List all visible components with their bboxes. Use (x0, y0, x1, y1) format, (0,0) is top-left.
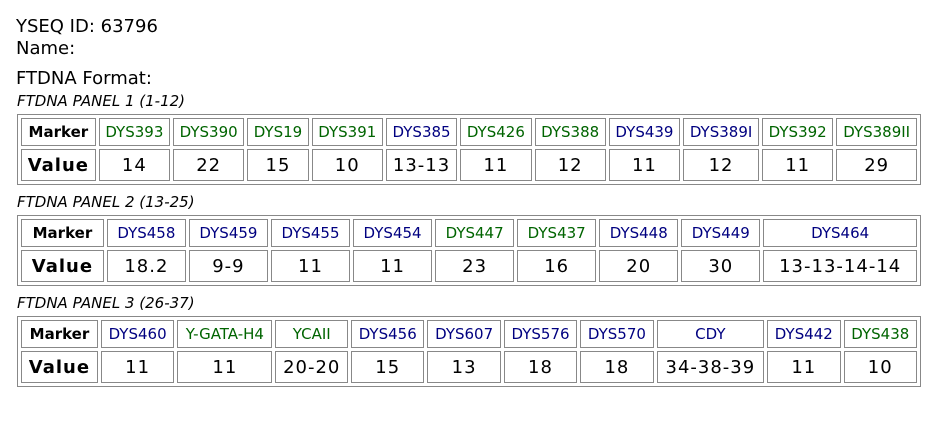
marker-table: Marker DYS458 DYS459 DYS455 DYS454 DYS447 DYS4… (17, 215, 921, 286)
marker-name: DYS570 (580, 320, 654, 348)
marker-value: 11 (762, 149, 834, 181)
marker-table: Marker DYS393 DYS390 DYS19 DYS391 DYS385 DYS42… (17, 114, 921, 185)
marker-value: 18.2 (106, 250, 186, 282)
marker-table: Marker DYS460 Y-GATA-H4 YCAII DYS456 DYS607 DY… (17, 316, 921, 387)
marker-value: 12 (683, 149, 760, 181)
marker-name: Y-GATA-H4 (177, 320, 273, 348)
panel-title: FTDNA PANEL 2 (13-25) (17, 193, 195, 211)
marker-value: 18 (503, 351, 578, 383)
marker-value: 34-38-39 (656, 351, 765, 383)
marker-name: DYS391 (311, 118, 383, 146)
marker-value: 11 (460, 149, 532, 181)
value-row: Value 14 22 15 10 13-13 11 12 11 12 11 29 (21, 149, 917, 181)
marker-value: 18 (580, 351, 654, 383)
marker-name: DYS607 (427, 320, 501, 348)
marker-row: Marker DYS460 Y-GATA-H4 YCAII DYS456 DYS607 DY… (21, 320, 917, 348)
marker-name: DYS385 (385, 118, 458, 146)
marker-value: 11 (100, 351, 175, 383)
marker-name: DYS449 (681, 219, 761, 247)
marker-name: DYS389I (683, 118, 760, 146)
marker-value: 11 (270, 250, 351, 282)
marker-name: DYS456 (351, 320, 425, 348)
marker-value: 16 (517, 250, 597, 282)
marker-name: CDY (656, 320, 765, 348)
marker-name: YCAII (275, 320, 349, 348)
page: YSEQ ID: 63796 Name: FTDNA Format: FTDNA… (16, 16, 934, 387)
panel-title: FTDNA PANEL 3 (26-37) (17, 294, 195, 312)
row-label: Value (21, 351, 98, 383)
marker-name: DYS576 (503, 320, 578, 348)
marker-name: DYS458 (106, 219, 186, 247)
marker-name: DYS460 (100, 320, 175, 348)
marker-value: 11 (177, 351, 273, 383)
format-label: FTDNA Format: (16, 68, 152, 89)
panel-title: FTDNA PANEL 1 (1-12) (17, 92, 186, 110)
marker-name: DYS426 (460, 118, 532, 146)
value-row: Value 18.2 9-9 11 11 23 16 20 30 13-13-14-14 (21, 250, 917, 282)
marker-value: 11 (608, 149, 681, 181)
marker-value: 9-9 (188, 250, 268, 282)
marker-name: DYS442 (767, 320, 841, 348)
marker-name: DYS393 (98, 118, 170, 146)
marker-value: 14 (98, 149, 170, 181)
marker-name: DYS454 (353, 219, 433, 247)
name-label: Name: (16, 38, 76, 59)
marker-row: Marker DYS393 DYS390 DYS19 DYS391 DYS385 DYS42… (21, 118, 917, 146)
marker-name: DYS447 (435, 219, 515, 247)
marker-name: DYS448 (599, 219, 679, 247)
marker-name: DYS388 (534, 118, 606, 146)
marker-name: DYS439 (608, 118, 681, 146)
marker-value: 11 (353, 250, 433, 282)
marker-name: DYS389II (836, 118, 917, 146)
row-label: Value (21, 149, 96, 181)
marker-name: DYS437 (517, 219, 597, 247)
marker-value: 20 (599, 250, 679, 282)
marker-value: 15 (351, 351, 425, 383)
marker-row: Marker DYS458 DYS459 DYS455 DYS454 DYS447 DYS4… (21, 219, 917, 247)
marker-value: 20-20 (275, 351, 349, 383)
marker-value: 23 (435, 250, 515, 282)
marker-value: 13 (427, 351, 501, 383)
marker-value: 13-13-14-14 (763, 250, 917, 282)
row-label: Marker (21, 219, 104, 247)
marker-name: DYS390 (173, 118, 245, 146)
marker-value: 10 (843, 351, 917, 383)
marker-value: 29 (836, 149, 917, 181)
yseq-id: YSEQ ID: 63796 (16, 16, 158, 37)
marker-value: 22 (173, 149, 245, 181)
marker-value: 13-13 (385, 149, 458, 181)
row-label: Value (21, 250, 104, 282)
row-label: Marker (21, 118, 96, 146)
row-label: Marker (21, 320, 98, 348)
marker-value: 15 (247, 149, 309, 181)
value-row: Value 11 11 20-20 15 13 18 18 34-38-39 11 10 (21, 351, 917, 383)
marker-name: DYS459 (188, 219, 268, 247)
marker-name: DYS19 (247, 118, 309, 146)
marker-name: DYS455 (270, 219, 351, 247)
marker-value: 11 (767, 351, 841, 383)
marker-name: DYS392 (762, 118, 834, 146)
marker-value: 12 (534, 149, 606, 181)
marker-name: DYS464 (763, 219, 917, 247)
panels: FTDNA PANEL 1 (1-12) Marker DYS393 DYS390 DY… (16, 92, 934, 387)
marker-name: DYS438 (843, 320, 917, 348)
marker-value: 30 (681, 250, 761, 282)
marker-value: 10 (311, 149, 383, 181)
